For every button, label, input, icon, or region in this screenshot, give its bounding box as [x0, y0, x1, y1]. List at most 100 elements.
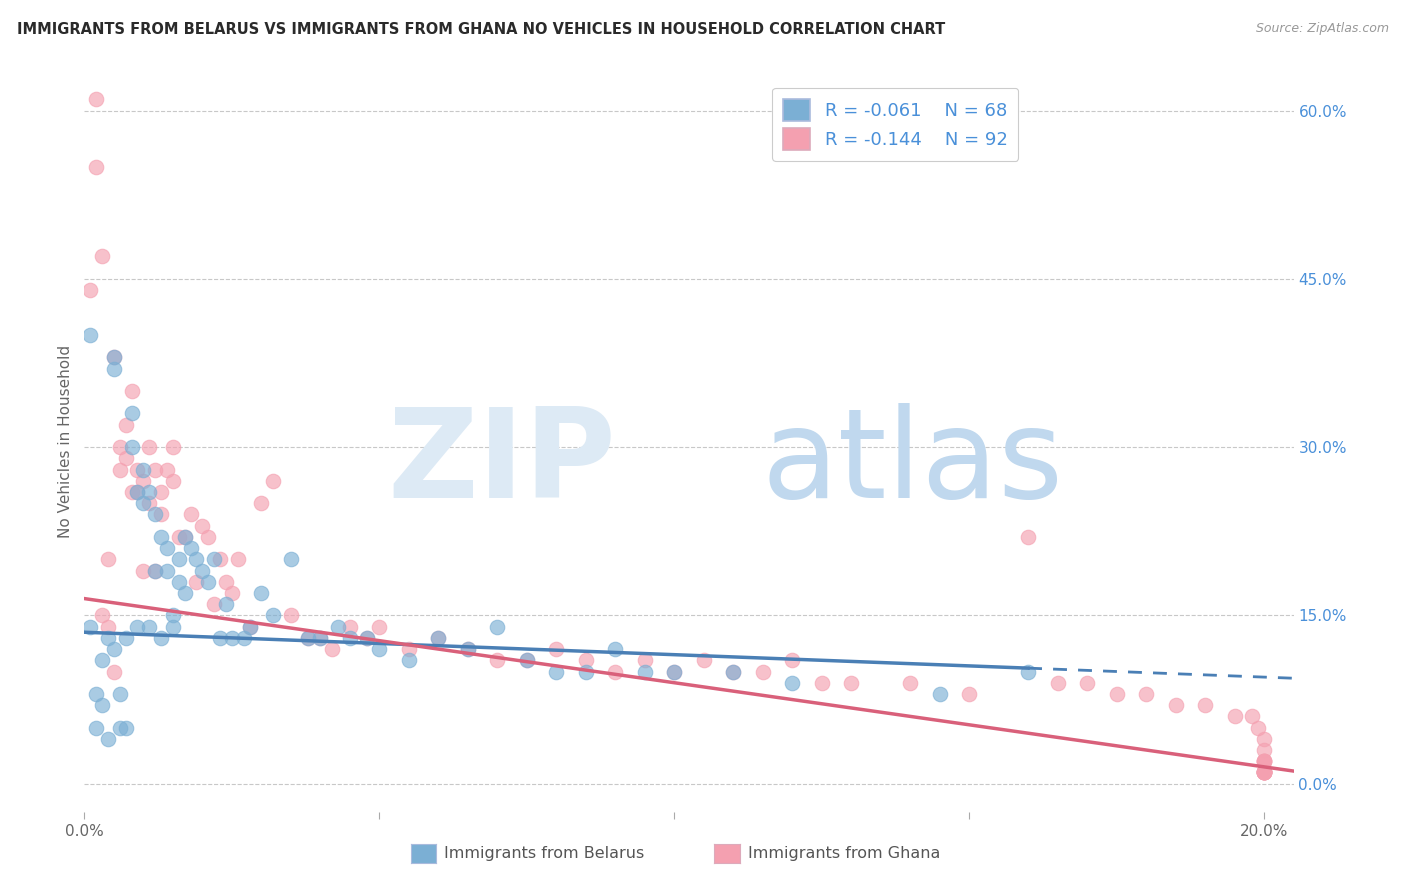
- Point: [238, 619, 260, 633]
- Point: [91, 250, 114, 264]
- Point: [339, 631, 361, 645]
- Point: [326, 619, 349, 633]
- Point: [143, 564, 166, 578]
- Point: [162, 608, 184, 623]
- Point: [250, 496, 273, 510]
- Point: [575, 665, 598, 679]
- Point: [297, 631, 319, 645]
- Point: [898, 675, 921, 690]
- Point: [91, 653, 114, 667]
- Point: [156, 541, 179, 555]
- Point: [114, 451, 136, 466]
- Point: [97, 619, 120, 633]
- Point: [121, 407, 143, 421]
- Point: [1247, 721, 1270, 735]
- Point: [132, 474, 155, 488]
- Point: [208, 631, 231, 645]
- Point: [664, 665, 686, 679]
- Point: [167, 552, 190, 566]
- Point: [180, 508, 202, 522]
- Point: [1194, 698, 1216, 713]
- Point: [121, 440, 143, 454]
- Point: [780, 675, 803, 690]
- Text: Source: ZipAtlas.com: Source: ZipAtlas.com: [1256, 22, 1389, 36]
- Point: [1253, 754, 1275, 768]
- Point: [208, 552, 231, 566]
- Point: [457, 642, 479, 657]
- Point: [957, 687, 980, 701]
- Point: [132, 564, 155, 578]
- Point: [156, 564, 179, 578]
- Point: [186, 552, 208, 566]
- Y-axis label: No Vehicles in Household: No Vehicles in Household: [58, 345, 73, 538]
- Point: [143, 508, 166, 522]
- Point: [238, 619, 260, 633]
- Point: [1253, 743, 1275, 757]
- Point: [1253, 765, 1275, 780]
- Point: [427, 631, 450, 645]
- Point: [321, 642, 343, 657]
- Point: [368, 642, 391, 657]
- Point: [143, 564, 166, 578]
- Point: [457, 642, 479, 657]
- Point: [191, 518, 214, 533]
- Point: [202, 597, 225, 611]
- Point: [634, 665, 657, 679]
- Point: [339, 619, 361, 633]
- Point: [173, 586, 195, 600]
- Point: [132, 462, 155, 476]
- Point: [167, 530, 190, 544]
- Point: [1253, 754, 1275, 768]
- Point: [108, 462, 131, 476]
- Point: [162, 619, 184, 633]
- Point: [398, 642, 420, 657]
- Point: [156, 462, 179, 476]
- Point: [546, 642, 568, 657]
- Point: [1164, 698, 1187, 713]
- Point: [232, 631, 254, 645]
- Point: [138, 619, 160, 633]
- Point: [127, 485, 149, 500]
- Point: [1253, 731, 1275, 746]
- Point: [1253, 765, 1275, 780]
- Point: [97, 631, 120, 645]
- Point: [138, 440, 160, 454]
- Point: [1253, 765, 1275, 780]
- Point: [103, 351, 125, 365]
- Point: [103, 665, 125, 679]
- Point: [103, 361, 125, 376]
- Point: [1017, 530, 1039, 544]
- Point: [721, 665, 744, 679]
- Point: [138, 496, 160, 510]
- Point: [262, 608, 284, 623]
- Point: [1017, 665, 1039, 679]
- Point: [664, 665, 686, 679]
- Point: [114, 631, 136, 645]
- Point: [221, 586, 243, 600]
- Point: [127, 485, 149, 500]
- Legend: R = -0.061    N = 68, R = -0.144    N = 92: R = -0.061 N = 68, R = -0.144 N = 92: [772, 87, 1018, 161]
- Point: [121, 485, 143, 500]
- Point: [79, 328, 101, 343]
- Point: [97, 552, 120, 566]
- Point: [221, 631, 243, 645]
- Point: [839, 675, 862, 690]
- Point: [127, 619, 149, 633]
- Point: [928, 687, 950, 701]
- Point: [84, 160, 107, 174]
- Point: [516, 653, 538, 667]
- Point: [79, 283, 101, 297]
- Point: [226, 552, 249, 566]
- Point: [215, 574, 238, 589]
- Point: [309, 631, 332, 645]
- Point: [121, 384, 143, 398]
- Point: [1105, 687, 1128, 701]
- Text: Immigrants from Belarus: Immigrants from Belarus: [444, 847, 644, 861]
- Point: [97, 731, 120, 746]
- Point: [546, 665, 568, 679]
- Point: [780, 653, 803, 667]
- Point: [1253, 765, 1275, 780]
- Point: [84, 687, 107, 701]
- Point: [114, 417, 136, 432]
- Point: [103, 642, 125, 657]
